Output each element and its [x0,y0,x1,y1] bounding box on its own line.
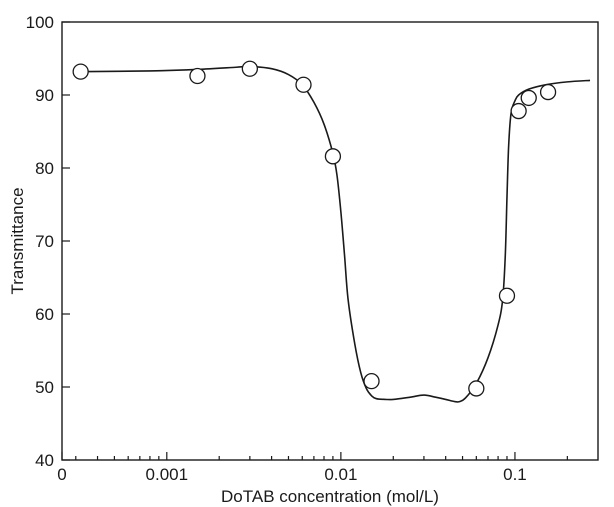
x-axis-title: DoTAB concentration (mol/L) [221,487,439,506]
y-tick-label: 80 [35,159,54,178]
y-tick-label: 70 [35,232,54,251]
y-tick-label: 100 [26,13,54,32]
y-tick-label: 60 [35,305,54,324]
plot-frame [61,21,599,461]
data-point [539,83,557,101]
x-tick-label: 0.1 [503,465,527,484]
x-tick-label: 0.001 [146,465,189,484]
y-tick-label: 50 [35,378,54,397]
x-axis-ticks: 0 0.001 0.01 0.1 [57,452,568,484]
y-tick-label: 40 [35,451,54,470]
data-point [324,148,342,165]
data-point [468,380,485,397]
y-axis-title: Transmittance [8,187,27,294]
data-point [72,63,89,80]
data-point [510,102,527,120]
x-tick-label: 0.01 [324,465,357,484]
data-point [498,287,516,304]
x-tick-label: 0 [57,465,66,484]
data-point [189,67,206,85]
y-tick-label: 90 [35,86,54,105]
data-points [72,60,557,397]
data-point [520,89,537,107]
data-point [241,60,259,77]
data-point [295,76,312,93]
y-axis-ticks: 40 50 60 70 80 90 100 [26,13,70,470]
data-point [363,373,380,390]
